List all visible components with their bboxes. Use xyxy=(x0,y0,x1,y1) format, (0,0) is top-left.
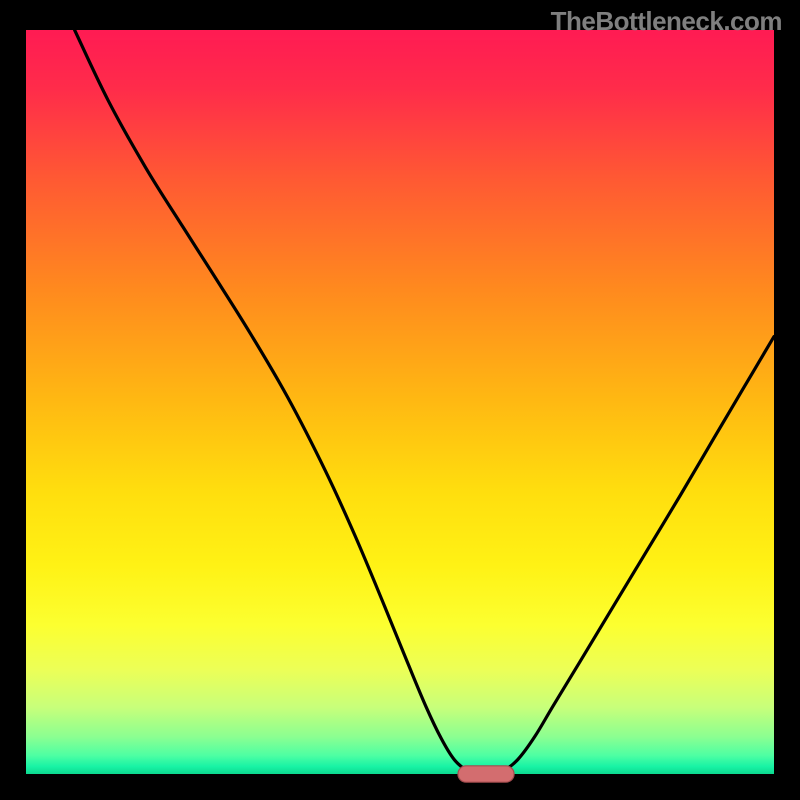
plot-background-gradient xyxy=(26,30,774,774)
bottleneck-chart xyxy=(0,0,800,800)
optimal-marker xyxy=(458,766,514,782)
chart-stage: TheBottleneck.com xyxy=(0,0,800,800)
